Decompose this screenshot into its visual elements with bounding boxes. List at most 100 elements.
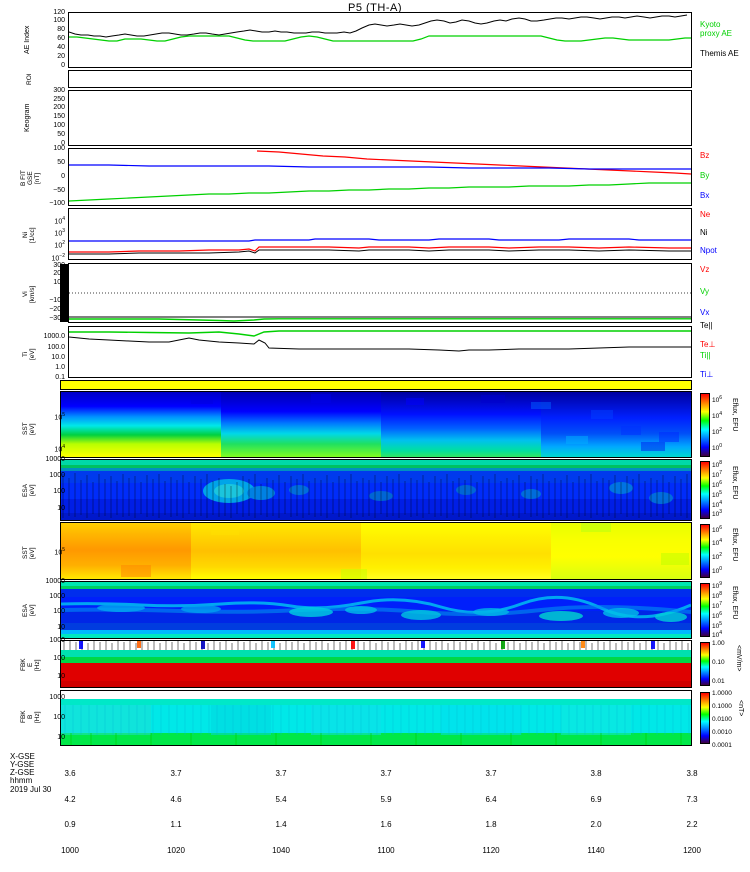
panel-sst-electrons xyxy=(60,522,692,580)
cbtick-fbk-b: 0.0100 xyxy=(712,716,732,723)
xtick-group: 3.8 6.9 2.0 1140 xyxy=(566,753,626,872)
ytick-vi: 100 xyxy=(34,279,65,286)
ytick-esa-elec: 100 xyxy=(53,608,65,615)
cbtick-sst-ions: 104 xyxy=(712,411,723,421)
ytick-sst-ions: 104 xyxy=(54,444,65,454)
xtick-hhmm: 1120 xyxy=(482,845,500,855)
ytick-ti: 0.1 xyxy=(55,374,65,381)
ytick-ae: 100 xyxy=(53,17,65,24)
legend-kyoto-proxy-ae: Kyoto proxy AE xyxy=(700,20,733,38)
cbtick-fbk-e: 0.01 xyxy=(712,678,725,685)
ytick-b: 100 xyxy=(53,145,65,152)
xtick-y-gse: 4.2 xyxy=(64,794,76,804)
panel-esa-electrons xyxy=(60,581,692,639)
cbtick-esa-ions: 106 xyxy=(712,480,723,490)
ylabel-roi: ROI xyxy=(26,73,33,86)
xtick-z-gse: 1.4 xyxy=(275,820,287,829)
ytick-ti: 10.0 xyxy=(51,354,65,361)
legend-bz: Bz xyxy=(700,151,710,160)
ytick-ae: 40 xyxy=(57,44,65,51)
panel-esa-ions xyxy=(60,459,692,521)
ytick-esa-ions: 10 xyxy=(57,505,65,512)
legend-themis-ae: Themis AE xyxy=(700,49,739,58)
ytick-fbk-b: 10 xyxy=(57,734,65,741)
ytick-ti: 100.0 xyxy=(47,344,65,351)
xtick-x-gse: 3.7 xyxy=(170,769,182,778)
ytick-ae: 80 xyxy=(57,26,65,33)
xtick-group: 3.6 4.2 0.9 1000 xyxy=(40,753,100,872)
cbtick-esa-elec: 104 xyxy=(712,630,723,640)
xtick-y-gse: 7.3 xyxy=(686,794,698,804)
legend-ti-para: Ti|| xyxy=(700,351,711,360)
cbtick-esa-elec: 106 xyxy=(712,611,723,621)
colorbar-sst-electrons xyxy=(700,524,710,578)
cbtick-esa-elec: 105 xyxy=(712,621,723,631)
legend-ne: Ne xyxy=(700,210,711,219)
xaxis-row-label-z-gse: Z-GSE xyxy=(10,768,35,777)
ytick-b: −50 xyxy=(53,187,65,194)
ylabel-keogram: Keogram xyxy=(24,103,31,133)
ytick-keo: 100 xyxy=(53,122,65,129)
xtick-z-gse: 1.6 xyxy=(380,820,392,829)
colorbar-esa-ions xyxy=(700,461,710,519)
ytick-vi: −300 xyxy=(49,315,65,322)
cbtick-esa-ions: 104 xyxy=(712,500,723,510)
ytick-esa-ions: 10000 xyxy=(45,456,65,463)
ytick-ti: 1.0 xyxy=(55,364,65,371)
xtick-x-gse: 3.7 xyxy=(380,769,392,778)
ytick-ni: 104 xyxy=(54,216,65,226)
xtick-hhmm: 1100 xyxy=(377,845,395,855)
ytick-ae: 0 xyxy=(61,62,65,69)
panel-ae-index xyxy=(68,12,692,68)
cbtick-sst-ions: 102 xyxy=(712,427,723,437)
panel-ti xyxy=(68,326,692,378)
legend-te-perp: Te⊥ xyxy=(700,340,716,349)
xtick-y-gse: 4.6 xyxy=(170,794,182,804)
cbtitle-fbk-e: <mV/m> xyxy=(735,645,742,672)
panel-roi xyxy=(68,70,692,88)
cbtitle-sst-electrons: Eflux, EFU xyxy=(731,528,738,562)
xtick-x-gse: 3.7 xyxy=(275,769,287,778)
xtick-group: 3.8 7.3 2.2 1200 xyxy=(662,753,722,872)
legend-ti-perp: Ti⊥ xyxy=(700,370,714,379)
xtick-group: 3.7 5.9 1.6 1100 xyxy=(356,753,416,872)
legend-bx: Bx xyxy=(700,191,710,200)
ytick-keo: 150 xyxy=(53,113,65,120)
ytick-keo: 300 xyxy=(53,87,65,94)
legend-by: By xyxy=(700,171,710,180)
cbtick-esa-ions: 103 xyxy=(712,509,723,519)
colorbar-fbk-e xyxy=(700,642,710,686)
cbtick-sst-ions: 106 xyxy=(712,395,723,405)
ytick-fbk-e: 10 xyxy=(57,673,65,680)
xtick-z-gse: 1.8 xyxy=(485,820,497,829)
cbtick-esa-ions: 108 xyxy=(712,460,723,470)
xtick-group: 3.7 5.4 1.4 1040 xyxy=(251,753,311,872)
legend-ni: Ni xyxy=(700,228,708,237)
xaxis-row-label-x-gse: X-GSE xyxy=(10,752,35,761)
panel-fbk-e xyxy=(60,640,692,688)
cbtick-fbk-b: 0.1000 xyxy=(712,703,732,710)
xtick-z-gse: 2.2 xyxy=(686,820,698,829)
ytick-esa-elec: 10000 xyxy=(45,578,65,585)
legend-vz: Vz xyxy=(700,265,710,274)
ytick-sst-elec: 105 xyxy=(54,547,65,557)
cbtick-fbk-b: 1.0000 xyxy=(712,690,732,697)
ytick-b: 0 xyxy=(61,173,65,180)
xtick-x-gse: 3.6 xyxy=(64,769,76,778)
panel-fbk-b xyxy=(60,690,692,746)
cbtitle-sst-ions: Eflux, EFU xyxy=(731,398,738,432)
panel-sst-ions xyxy=(60,391,692,458)
xtick-group: 3.7 4.6 1.1 1020 xyxy=(146,753,206,872)
ytick-ae: 20 xyxy=(57,53,65,60)
ytick-fbk-b: 100 xyxy=(53,714,65,721)
xaxis-row-label-hhmm: hhmm xyxy=(10,776,33,785)
ytick-ae: 120 xyxy=(53,9,65,16)
legend-vx: Vx xyxy=(700,308,710,317)
panel-vi xyxy=(68,263,692,323)
xtick-hhmm: 1000 xyxy=(61,845,79,855)
ylabel-ae-index: AE Index xyxy=(24,25,31,55)
xtick-y-gse: 6.9 xyxy=(590,794,602,804)
ytick-ti: 1000.0 xyxy=(43,333,65,340)
cbtick-esa-elec: 108 xyxy=(712,591,723,601)
ytick-vi: −100 xyxy=(49,297,65,304)
